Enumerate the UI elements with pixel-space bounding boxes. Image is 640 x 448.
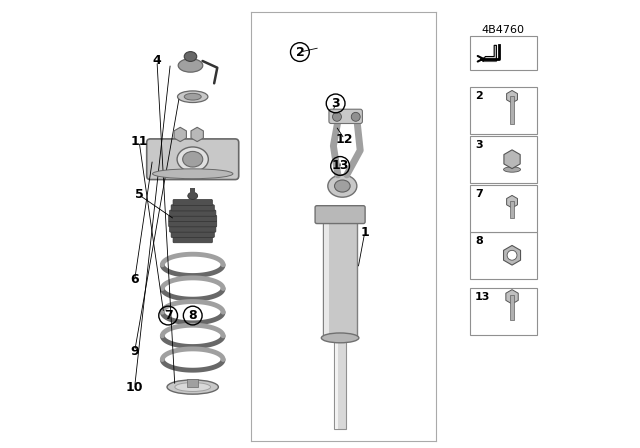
- Text: 7: 7: [475, 190, 483, 199]
- Text: 9: 9: [131, 345, 139, 358]
- Text: 10: 10: [126, 380, 143, 393]
- Text: 3: 3: [475, 140, 483, 150]
- Bar: [470, 185, 536, 232]
- Polygon shape: [506, 290, 518, 304]
- Polygon shape: [507, 195, 518, 208]
- FancyBboxPatch shape: [329, 109, 362, 124]
- Text: 4B4760: 4B4760: [482, 25, 525, 35]
- Ellipse shape: [184, 52, 196, 61]
- Ellipse shape: [175, 383, 211, 392]
- Bar: [470, 232, 536, 279]
- Text: 1: 1: [360, 226, 369, 239]
- Polygon shape: [191, 127, 204, 142]
- Text: 7: 7: [164, 309, 173, 322]
- FancyBboxPatch shape: [173, 199, 212, 206]
- Bar: [510, 296, 515, 320]
- Text: 8: 8: [188, 309, 197, 322]
- Bar: [323, 215, 357, 338]
- Text: 13: 13: [332, 159, 349, 172]
- Ellipse shape: [177, 147, 209, 172]
- Text: 6: 6: [131, 273, 139, 286]
- Ellipse shape: [182, 151, 203, 167]
- FancyBboxPatch shape: [171, 205, 214, 211]
- Text: 13: 13: [475, 292, 490, 302]
- Bar: [335, 338, 338, 430]
- FancyBboxPatch shape: [173, 237, 212, 243]
- Text: 3: 3: [332, 97, 340, 110]
- Text: 5: 5: [135, 189, 143, 202]
- Text: 8: 8: [475, 236, 483, 246]
- FancyBboxPatch shape: [169, 221, 217, 227]
- Ellipse shape: [504, 167, 520, 172]
- Text: 11: 11: [131, 135, 148, 148]
- Polygon shape: [174, 127, 186, 142]
- Bar: [470, 86, 536, 134]
- Ellipse shape: [335, 180, 350, 192]
- Text: 2: 2: [296, 46, 304, 59]
- Bar: [470, 288, 536, 335]
- FancyBboxPatch shape: [170, 226, 216, 232]
- Bar: [324, 215, 329, 338]
- Ellipse shape: [328, 175, 357, 197]
- Bar: [510, 201, 514, 218]
- Ellipse shape: [152, 169, 233, 179]
- Bar: [470, 36, 536, 70]
- Circle shape: [351, 112, 360, 121]
- FancyBboxPatch shape: [147, 139, 239, 180]
- Bar: [191, 188, 195, 196]
- FancyBboxPatch shape: [170, 210, 216, 216]
- Polygon shape: [504, 246, 520, 265]
- Bar: [470, 136, 536, 183]
- Bar: [334, 338, 346, 430]
- Text: 2: 2: [475, 91, 483, 101]
- Circle shape: [507, 250, 517, 260]
- Ellipse shape: [167, 380, 218, 394]
- Bar: [510, 96, 514, 124]
- Ellipse shape: [321, 333, 359, 343]
- Circle shape: [333, 112, 341, 121]
- Text: 12: 12: [336, 133, 353, 146]
- Ellipse shape: [188, 192, 198, 199]
- FancyBboxPatch shape: [171, 231, 214, 237]
- Polygon shape: [483, 45, 497, 61]
- Ellipse shape: [184, 93, 201, 100]
- Ellipse shape: [178, 59, 203, 72]
- Ellipse shape: [177, 91, 208, 103]
- Polygon shape: [504, 150, 520, 168]
- Bar: [188, 379, 198, 387]
- Text: 4: 4: [152, 55, 161, 68]
- Polygon shape: [507, 90, 518, 103]
- FancyBboxPatch shape: [315, 206, 365, 224]
- FancyBboxPatch shape: [169, 215, 217, 222]
